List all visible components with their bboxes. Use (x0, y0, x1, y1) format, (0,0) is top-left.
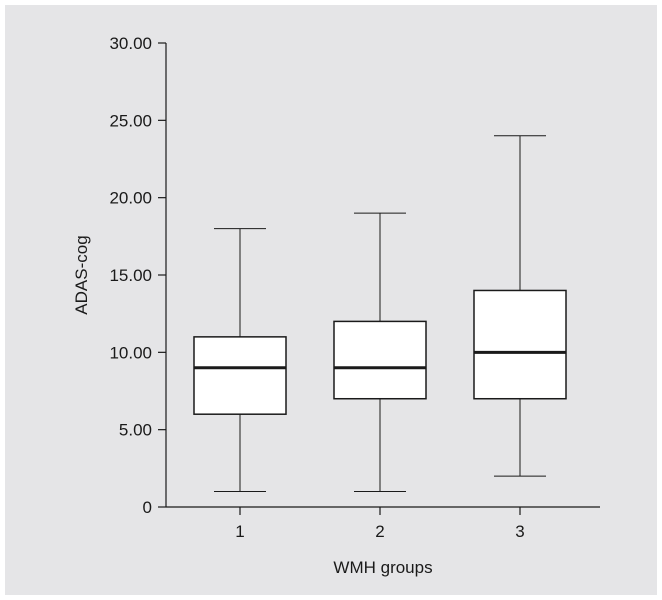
y-tick-label: 5.00 (119, 421, 152, 440)
iqr-box (473, 289, 567, 400)
x-tick-label: 3 (515, 522, 524, 541)
y-axis-title: ADAS-cog (72, 235, 91, 314)
x-tick-label: 1 (235, 522, 244, 541)
chart-panel: 0 5.00 10.00 15.00 20.00 25.00 30.00 1 2 3 WMH g… (5, 5, 657, 595)
boxes (193, 135, 567, 493)
x-tick-label: 2 (375, 522, 384, 541)
iqr-box (333, 320, 427, 400)
x-axis-title: WMH groups (333, 558, 432, 577)
y-axis: 0 5.00 10.00 15.00 20.00 25.00 30.00 (109, 34, 167, 517)
y-tick-label: 20.00 (109, 189, 152, 208)
y-tick-label: 10.00 (109, 343, 152, 362)
iqr-box (193, 336, 287, 415)
y-tick-label: 25.00 (109, 111, 152, 130)
x-axis: 1 2 3 (166, 506, 600, 541)
box-group-2 (333, 212, 427, 493)
y-tick-label: 15.00 (109, 266, 152, 285)
box-plot-chart: 0 5.00 10.00 15.00 20.00 25.00 30.00 1 2 3 WMH g… (72, 34, 600, 577)
y-tick-label: 0 (143, 498, 152, 517)
box-group-1 (193, 228, 287, 493)
y-tick-label: 30.00 (109, 34, 152, 53)
box-group-3 (473, 135, 567, 477)
